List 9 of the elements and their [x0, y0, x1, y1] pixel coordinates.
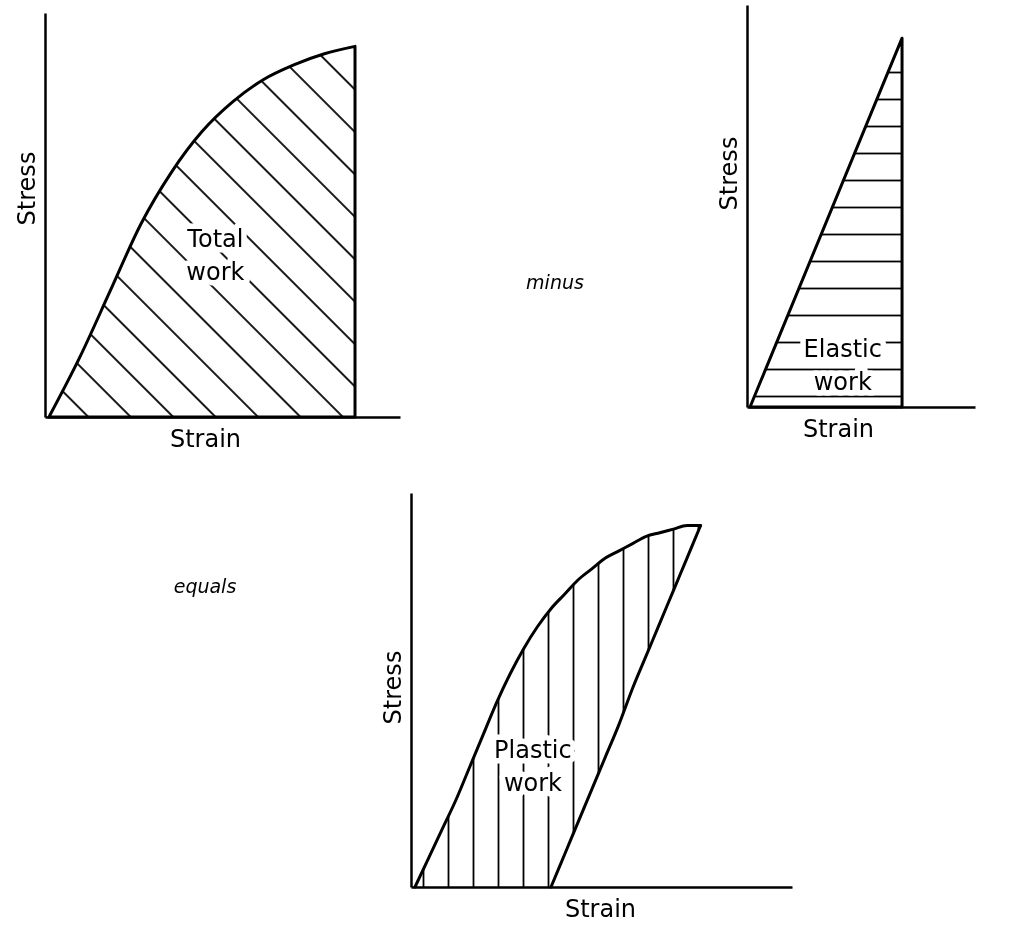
- y-axis-title: Stress: [12, 151, 41, 226]
- text: equals: [173, 575, 237, 597]
- text: minus: [526, 271, 584, 293]
- annotation: Elastic work: [803, 334, 882, 396]
- x-axis-title: Strain: [564, 894, 637, 923]
- y-axis-title: Stress: [714, 136, 743, 211]
- x-axis-title: Strain: [169, 424, 242, 453]
- y-axis-title: Stress: [378, 650, 407, 725]
- x-axis-title: Strain: [802, 414, 875, 443]
